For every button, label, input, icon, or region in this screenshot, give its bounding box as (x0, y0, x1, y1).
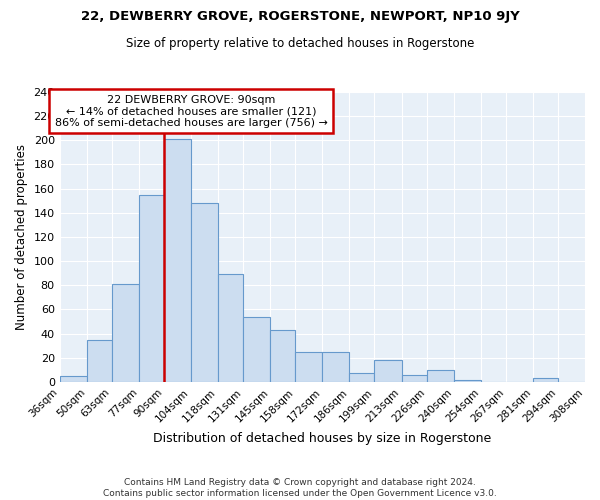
Bar (322, 352, 349, 382)
Bar (112, 284, 139, 382)
Text: Size of property relative to detached houses in Rogerstone: Size of property relative to detached ho… (126, 38, 474, 51)
Bar (427, 370, 454, 382)
Bar (218, 274, 243, 382)
Bar (401, 374, 427, 382)
Bar (533, 378, 558, 382)
Text: 22 DEWBERRY GROVE: 90sqm
← 14% of detached houses are smaller (121)
86% of semi-: 22 DEWBERRY GROVE: 90sqm ← 14% of detach… (55, 94, 328, 128)
Bar (454, 380, 481, 382)
Bar (87, 340, 112, 382)
Bar (59, 376, 87, 382)
Text: Contains HM Land Registry data © Crown copyright and database right 2024.
Contai: Contains HM Land Registry data © Crown c… (103, 478, 497, 498)
Bar (191, 203, 218, 382)
Bar (139, 194, 164, 382)
Bar (295, 352, 322, 382)
Bar (349, 374, 374, 382)
Bar (374, 360, 401, 382)
Bar (270, 330, 295, 382)
X-axis label: Distribution of detached houses by size in Rogerstone: Distribution of detached houses by size … (153, 432, 491, 445)
Text: 22, DEWBERRY GROVE, ROGERSTONE, NEWPORT, NP10 9JY: 22, DEWBERRY GROVE, ROGERSTONE, NEWPORT,… (80, 10, 520, 23)
Bar (243, 316, 270, 382)
Bar (164, 139, 191, 382)
Y-axis label: Number of detached properties: Number of detached properties (15, 144, 28, 330)
